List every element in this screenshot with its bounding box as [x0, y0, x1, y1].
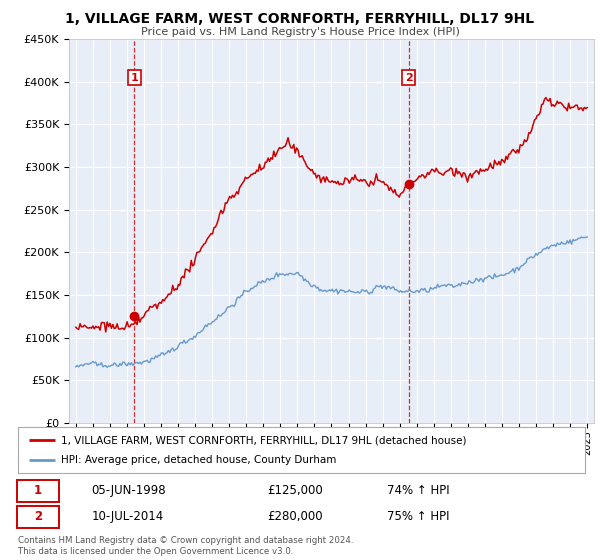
- Text: 1, VILLAGE FARM, WEST CORNFORTH, FERRYHILL, DL17 9HL (detached house): 1, VILLAGE FARM, WEST CORNFORTH, FERRYHI…: [61, 435, 466, 445]
- Text: 05-JUN-1998: 05-JUN-1998: [92, 484, 166, 497]
- Text: Contains HM Land Registry data © Crown copyright and database right 2024.
This d: Contains HM Land Registry data © Crown c…: [18, 536, 353, 556]
- Text: 2: 2: [404, 73, 412, 82]
- Text: HPI: Average price, detached house, County Durham: HPI: Average price, detached house, Coun…: [61, 455, 336, 465]
- Text: 74% ↑ HPI: 74% ↑ HPI: [386, 484, 449, 497]
- Text: 2: 2: [34, 510, 42, 524]
- Text: 10-JUL-2014: 10-JUL-2014: [92, 510, 164, 524]
- Text: 75% ↑ HPI: 75% ↑ HPI: [386, 510, 449, 524]
- FancyBboxPatch shape: [17, 480, 59, 502]
- Text: 1, VILLAGE FARM, WEST CORNFORTH, FERRYHILL, DL17 9HL: 1, VILLAGE FARM, WEST CORNFORTH, FERRYHI…: [65, 12, 535, 26]
- Text: 1: 1: [130, 73, 138, 82]
- Text: Price paid vs. HM Land Registry's House Price Index (HPI): Price paid vs. HM Land Registry's House …: [140, 27, 460, 37]
- Text: £125,000: £125,000: [268, 484, 323, 497]
- Text: 1: 1: [34, 484, 42, 497]
- FancyBboxPatch shape: [17, 506, 59, 528]
- Text: £280,000: £280,000: [268, 510, 323, 524]
